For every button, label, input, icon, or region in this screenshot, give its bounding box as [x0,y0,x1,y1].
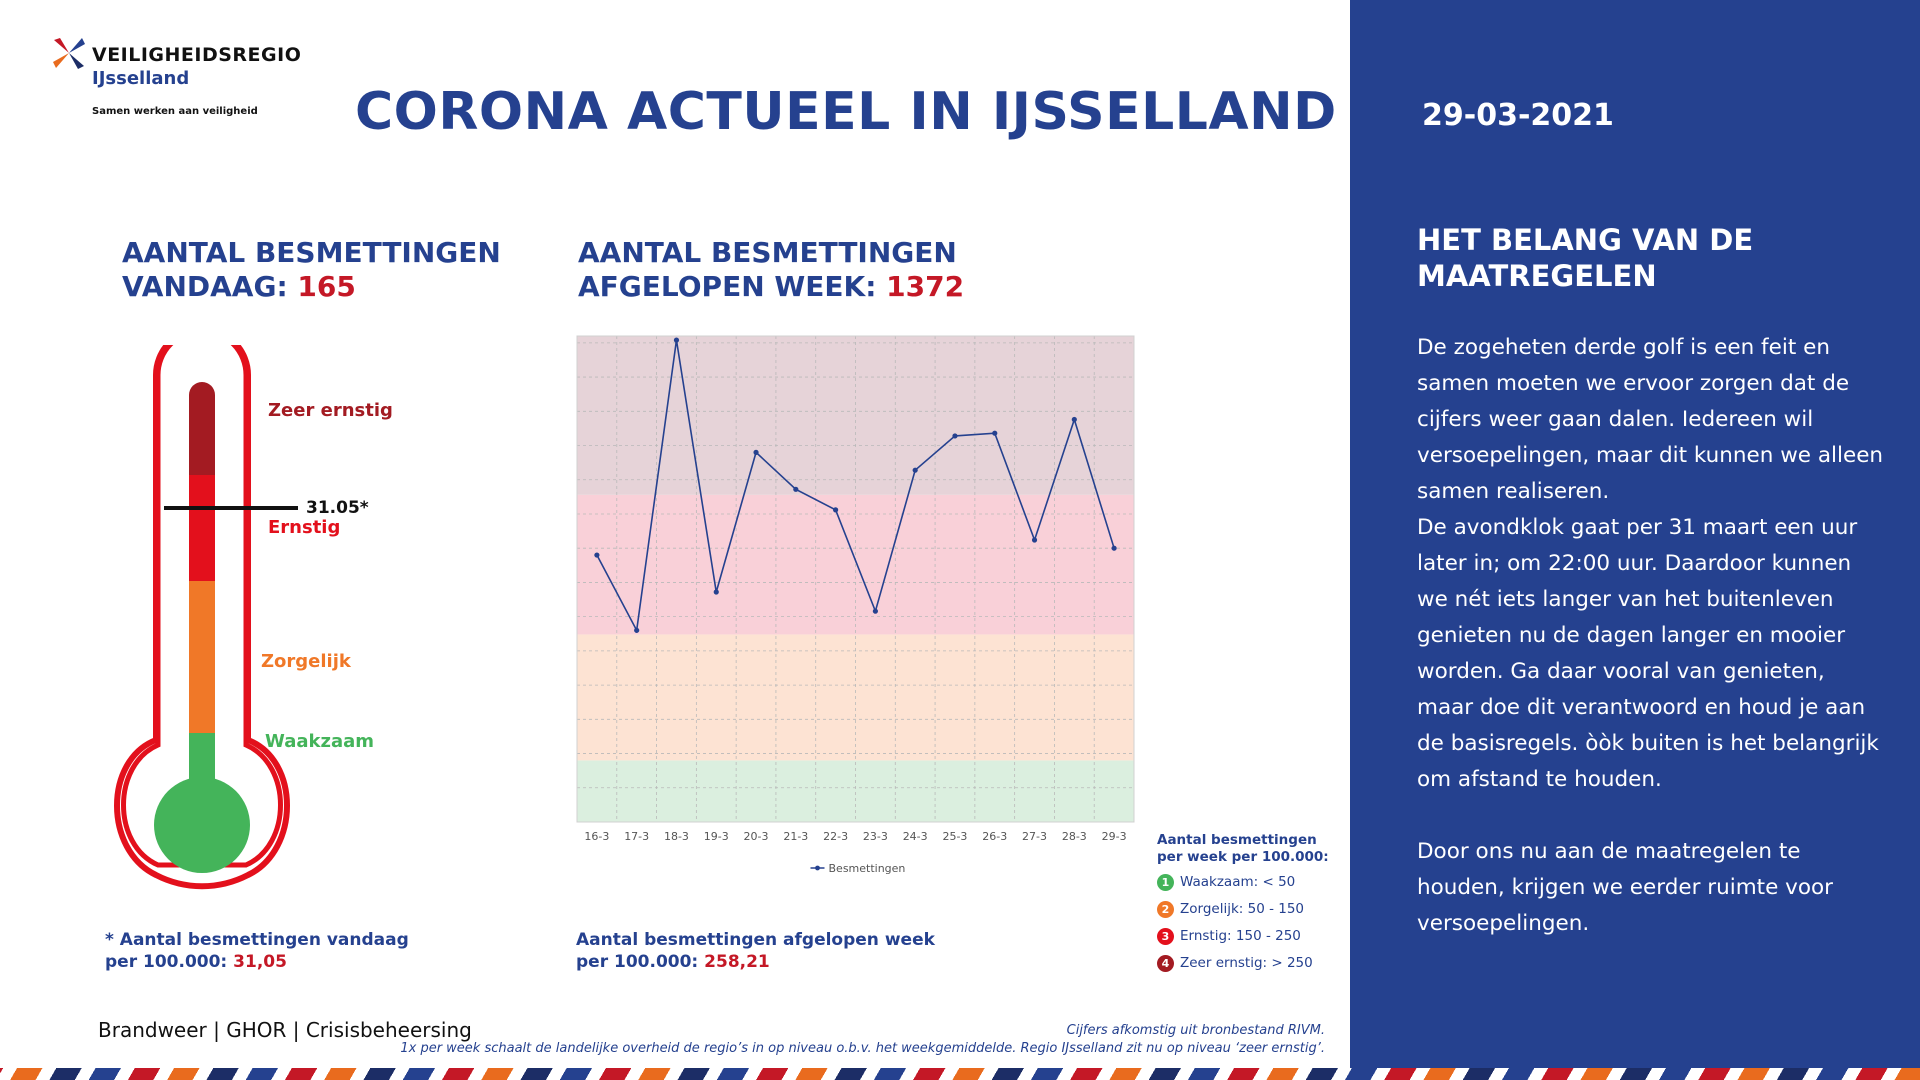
chart-point [673,337,680,343]
main-panel: VEILIGHEIDSREGIO IJsselland Samen werken… [53,38,1337,1042]
chart-x-tick-label: 26-3 [982,830,1007,843]
chart-x-tick-label: 19-3 [704,830,729,843]
today-heading-line2: VANDAAG: 165 [122,270,501,304]
sidebar [1350,0,1920,1080]
sidebar-paragraph-2: De avondklok gaat per 31 maart een uur l… [1417,515,1879,792]
decorative-stripe [0,1068,1920,1080]
chart-x-tick-label: 18-3 [664,830,689,843]
chart-x-tick-label: 22-3 [823,830,848,843]
footer-orgs: Brandweer | GHOR | Crisisbeheersing [98,1018,472,1042]
legend-label: Zeer ernstig: > 250 [1180,955,1313,971]
chart-x-tick-label: 21-3 [783,830,808,843]
week-heading-line2: AFGELOPEN WEEK: 1372 [578,270,964,304]
week-note-value: 258,21 [704,952,770,972]
legend-number-icon: 2 [1157,900,1174,918]
chart-x-tick-label: 27-3 [1022,830,1047,843]
today-value: 165 [297,270,356,303]
week-value: 1372 [886,270,965,303]
chart-x-tick-label: 16-3 [584,830,609,843]
chart-point [952,433,958,439]
chart-point [872,608,878,614]
legend-item: 2 Zorgelijk: 50 - 150 [1157,899,1304,919]
today-note-line1: * Aantal besmettingen vandaag [105,930,409,950]
page-title: CORONA ACTUEEL IN IJSSELLAND [355,82,1337,142]
legend-label: Zorgelijk: 50 - 150 [1180,901,1305,917]
legend-item: 1 Waakzaam: < 50 [1157,872,1295,892]
level-waakzaam-label: Waakzaam [265,731,375,752]
logo-tagline: Samen werken aan veiligheid [92,106,258,117]
chart-point [1031,537,1038,543]
chart-plot [594,337,1117,633]
legend-item: 4 Zeer ernstig: > 250 [1157,953,1313,973]
thermometer-level-ernstig [189,475,215,581]
sidebar-heading: HET BELANG VAN DE MAATREGELEN [1417,223,1754,293]
chart-legend-marker [815,865,820,871]
chart-x-tick-label: 28-3 [1062,830,1087,843]
chart-x-ticks: 16-3 17-3 18-3 19-3 20-3 21-3 22-3 23-3 24-3 25-3… [584,830,1126,843]
today-heading-line1: AANTAL BESMETTINGEN [122,236,501,269]
chart-x-tick-label: 20-3 [744,830,769,843]
thermometer-bulb [154,777,250,873]
thermometer-level-waakzaam [189,733,215,803]
legend-item: 3 Ernstig: 150 - 250 [1157,926,1301,946]
footer-source: Cijfers afkomstig uit bronbestand RIVM. … [400,1022,1325,1058]
chart-x-tick-label: 29-3 [1102,830,1127,843]
level-zeer-ernstig-label: Zeer ernstig [268,400,393,421]
date: 29-03-2021 [1422,98,1614,133]
legend-label: Waakzaam: < 50 [1180,874,1296,890]
week-note: Aantal besmettingen afgelopen week per 1… [576,929,935,973]
week-heading-label: AFGELOPEN WEEK: [578,270,877,303]
sidebar-paragraph-1: De zogeheten derde golf is een feit en s… [1417,335,1884,504]
week-note-line2: per 100.000: 258,21 [576,951,935,973]
legend-title: Aantal besmettingen per week per 100.000… [1157,832,1329,865]
footer-source-line1: Cijfers afkomstig uit bronbestand RIVM. [1066,1023,1325,1038]
chart-x-tick-label: 17-3 [624,830,649,843]
chart-point [594,552,600,558]
logo-subname: IJsselland [92,68,190,89]
legend-number-icon: 3 [1157,927,1174,945]
legend-number-icon: 4 [1157,954,1174,972]
week-line-chart: 16-3 17-3 18-3 19-3 20-3 21-3 22-3 23-3 24-3 25-3… [576,335,1135,875]
today-heading: AANTAL BESMETTINGEN VANDAAG: 165 [122,236,501,304]
chart-legend: Besmettingen [810,862,906,875]
thermometer-marker-label: 31.05* [306,498,369,518]
chart-point [793,486,799,492]
thermometer-outline [121,345,283,868]
logo-icon [53,38,85,69]
thermometer-level-zeer-ernstig [189,382,215,475]
thermometer-level-zorgelijk [189,581,215,733]
chart-point [833,507,839,513]
level-ernstig-label: Ernstig [268,517,341,538]
chart-x-tick-label: 25-3 [942,830,967,843]
legend-number-icon: 1 [1157,873,1174,891]
chart-point [912,467,918,473]
chart-point [1111,545,1117,551]
week-note-line1: Aantal besmettingen afgelopen week [576,930,935,950]
today-note-line2: per 100.000: 31,05 [105,951,409,973]
today-note-label: per 100.000: [105,952,228,972]
chart-series-line [596,339,1115,633]
week-note-label: per 100.000: [576,952,699,972]
week-heading-line1: AANTAL BESMETTINGEN [578,236,957,269]
thermometer [114,345,298,890]
logo-name: VEILIGHEIDSREGIO [92,44,302,66]
chart-point [753,449,759,455]
chart-legend-label: Besmettingen [829,862,906,875]
week-heading: AANTAL BESMETTINGEN AFGELOPEN WEEK: 1372 [578,236,964,304]
today-note-value: 31,05 [233,952,287,972]
footer-source-line2: 1x per week schaalt de landelijke overhe… [400,1041,1325,1056]
level-zorgelijk-label: Zorgelijk [261,651,351,672]
sidebar-paragraph-3: Door ons nu aan de maatregelen te houden… [1417,839,1834,936]
chart-point [1071,416,1077,423]
chart-x-tick-label: 23-3 [863,830,888,843]
today-heading-label: VANDAAG: [122,270,288,303]
chart-grid [576,335,1135,823]
chart-point [713,589,719,595]
today-note: * Aantal besmettingen vandaag per 100.00… [105,929,409,973]
chart-x-tick-label: 24-3 [903,830,928,843]
chart-frame [576,335,1135,823]
chart-point [634,627,640,633]
chart-point [992,430,998,436]
legend-label: Ernstig: 150 - 250 [1180,928,1301,944]
